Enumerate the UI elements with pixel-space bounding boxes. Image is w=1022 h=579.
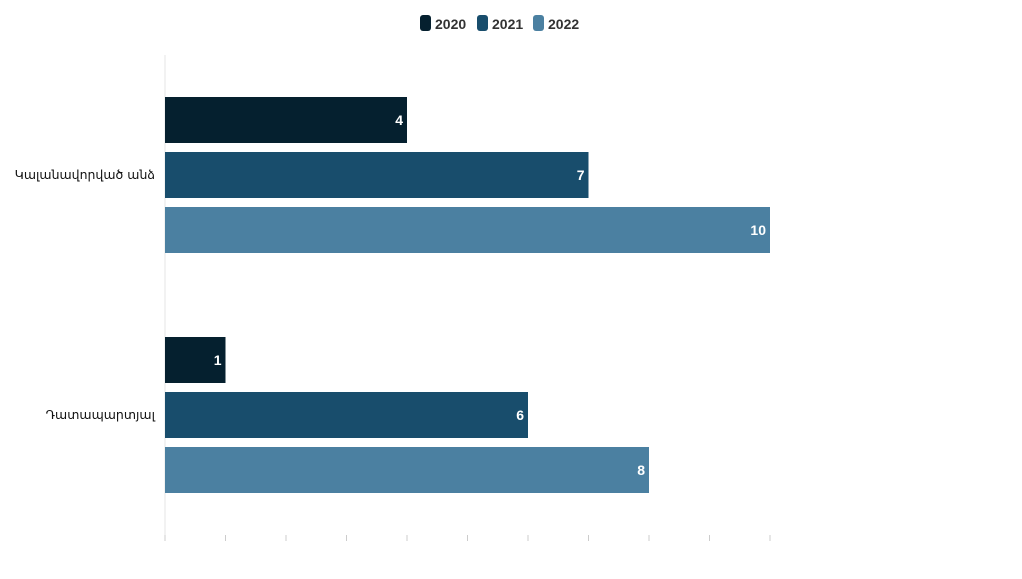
data-label: 8 bbox=[637, 462, 645, 478]
bar-2020[interactable] bbox=[165, 337, 226, 383]
bar-2021[interactable] bbox=[165, 152, 589, 198]
bar-2022[interactable] bbox=[165, 447, 649, 493]
data-label: 6 bbox=[516, 407, 524, 423]
legend-item-2022[interactable]: 2022 bbox=[533, 15, 579, 32]
category-labels: Կալանավորված անձ Դատապարտյալ bbox=[15, 167, 156, 422]
legend-swatch bbox=[533, 15, 544, 31]
chart-legend: 2020 2021 2022 bbox=[420, 15, 579, 32]
legend-swatch bbox=[420, 15, 431, 31]
data-label: 10 bbox=[750, 222, 766, 238]
legend-label: 2021 bbox=[492, 16, 523, 32]
legend-item-2021[interactable]: 2021 bbox=[477, 15, 523, 32]
data-label: 4 bbox=[395, 112, 403, 128]
bar-2021[interactable] bbox=[165, 392, 528, 438]
legend-label: 2022 bbox=[548, 16, 579, 32]
category-label: Կալանավորված անձ bbox=[15, 167, 155, 182]
data-label: 1 bbox=[214, 352, 222, 368]
legend-item-2020[interactable]: 2020 bbox=[420, 15, 466, 32]
data-label: 7 bbox=[577, 167, 585, 183]
legend-label: 2020 bbox=[435, 16, 466, 32]
legend-swatch bbox=[477, 15, 488, 31]
bar-2020[interactable] bbox=[165, 97, 407, 143]
bar-2022[interactable] bbox=[165, 207, 770, 253]
bar-series-group: 4 7 10 1 6 8 bbox=[165, 97, 770, 493]
category-label: Դատապարտյալ bbox=[46, 407, 156, 422]
